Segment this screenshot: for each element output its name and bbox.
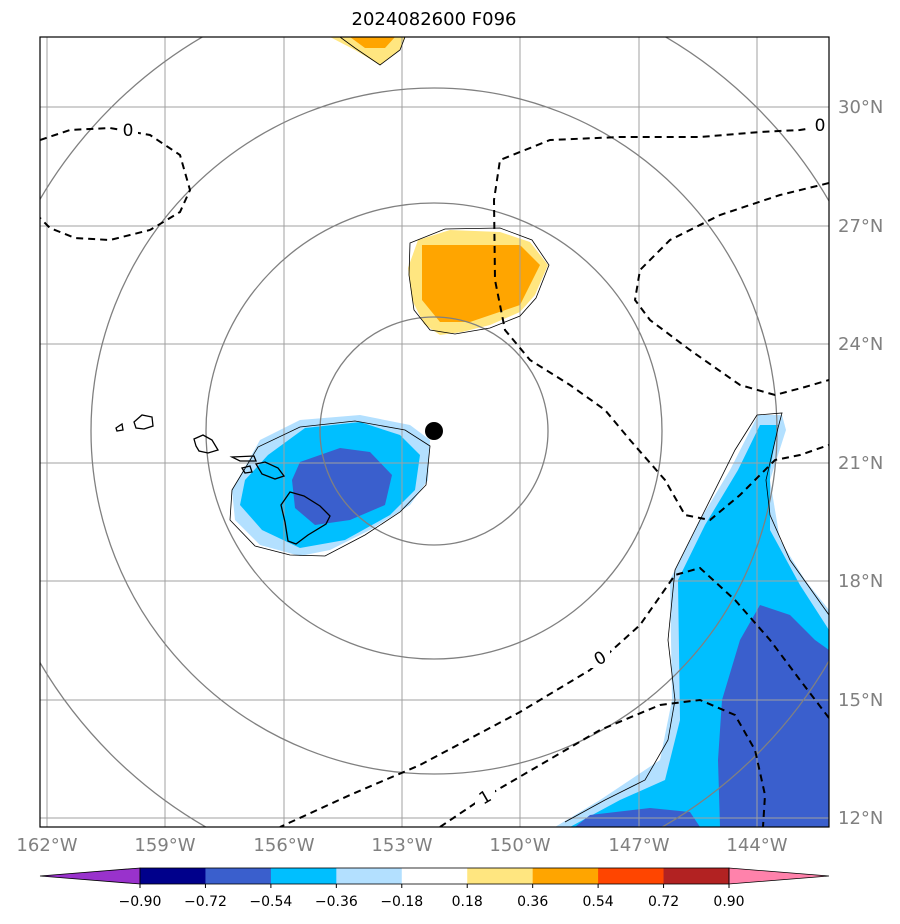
- positive-anomaly-center: [408, 230, 548, 335]
- colorbar-segment: [205, 868, 272, 884]
- lat-label: 18°N: [838, 571, 883, 592]
- lon-label: 150°W: [489, 835, 550, 856]
- lon-label: 162°W: [16, 835, 77, 856]
- colorbar-segment: [663, 868, 730, 884]
- lat-label: 21°N: [838, 453, 883, 474]
- colorbar-segment: [140, 868, 206, 884]
- contour-label: 0: [815, 116, 826, 136]
- storm-center-marker: [425, 422, 443, 440]
- lat-label: 15°N: [838, 690, 883, 711]
- lon-label: 147°W: [608, 835, 669, 856]
- colorbar-tick-label: 0.36: [517, 894, 548, 910]
- colorbar-tick-label: −0.36: [315, 894, 358, 910]
- colorbar-frame: [139, 867, 730, 885]
- colorbar-tick-label: 0.90: [713, 894, 744, 910]
- lon-label: 156°W: [253, 835, 314, 856]
- colorbar-segment: [532, 868, 599, 884]
- colorbar-extend-max: [728, 867, 830, 885]
- lat-label: 12°N: [838, 808, 883, 829]
- lon-label: 153°W: [371, 835, 432, 856]
- colorbar-segment: [467, 868, 534, 884]
- colorbar-tick-label: −0.18: [380, 894, 423, 910]
- colorbar-tick-label: 0.72: [648, 894, 679, 910]
- colorbar-segment: [598, 868, 665, 884]
- negative-anomaly-hawaii: [232, 415, 430, 556]
- colorbar-segment: [336, 868, 403, 884]
- map-title: 2024082600 F096: [351, 9, 517, 30]
- lat-label: 30°N: [838, 97, 883, 118]
- lat-labels: 30°N 27°N 24°N 21°N 18°N 15°N 12°N: [838, 97, 883, 829]
- lon-labels: 162°W 159°W 156°W 153°W 150°W 147°W 144°…: [16, 835, 787, 856]
- lat-label: 24°N: [838, 334, 883, 355]
- dashed-contours: [40, 124, 829, 827]
- colorbar-tick-label: 0.18: [452, 894, 483, 910]
- colorbar-tick-label: 0.54: [583, 894, 614, 910]
- coastlines: [115, 37, 829, 823]
- map-frame: [39, 36, 830, 828]
- colorbar-tick-label: −0.72: [184, 894, 227, 910]
- colorbar-extend-min: [39, 867, 141, 885]
- colorbar-segment: [401, 868, 468, 884]
- positive-anomaly-north: [330, 37, 405, 65]
- colorbar: −0.90 −0.72 −0.54 −0.36 −0.18 0.18 0.36 0.54 0.7…: [39, 867, 830, 910]
- colorbar-tick-label: −0.54: [249, 894, 292, 910]
- lat-label: 27°N: [838, 216, 883, 237]
- lon-label: 144°W: [726, 835, 787, 856]
- contour-label-group: 0 0 0 1: [118, 116, 829, 809]
- map-panel: [40, 37, 829, 827]
- lon-label: 159°W: [134, 835, 195, 856]
- contour-label: 0: [123, 121, 134, 141]
- colorbar-segment: [270, 868, 337, 884]
- colorbar-tick-label: −0.90: [119, 894, 162, 910]
